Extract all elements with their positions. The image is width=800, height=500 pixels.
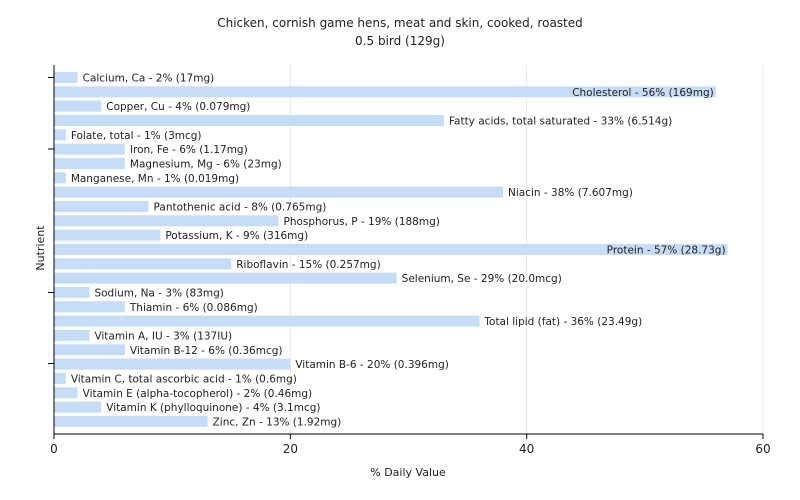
bar-label-5: Iron, Fe - 6% (1.17mg) [130, 144, 248, 156]
y-axis-label: Nutrient [34, 225, 47, 271]
bar-24 [54, 415, 208, 427]
bar-label-19: Vitamin B-12 - 6% (0.36mcg) [130, 345, 283, 357]
bar-16 [54, 301, 125, 313]
bar-label-18: Vitamin A, IU - 3% (137IU) [94, 330, 232, 342]
bar-label-9: Pantothenic acid - 8% (0.765mg) [154, 201, 327, 213]
bar-label-22: Vitamin E (alpha-tocopherol) - 2% (0.46m… [83, 388, 313, 400]
x-tick-label-60: 60 [755, 442, 770, 456]
bar-7 [54, 172, 66, 184]
x-axis-label: % Daily Value [370, 466, 446, 479]
bar-label-14: Selenium, Se - 29% (20.0mcg) [402, 273, 562, 285]
bar-label-17: Total lipid (fat) - 36% (23.49g) [483, 316, 642, 328]
bar-labels: Calcium, Ca - 2% (17mg) Cholesterol - 56%… [71, 73, 726, 429]
bar-12 [54, 243, 728, 255]
bar-label-8: Niacin - 38% (7.607mg) [508, 187, 633, 199]
bar-8 [54, 186, 504, 198]
bars [54, 72, 728, 427]
bar-label-7: Manganese, Mn - 1% (0.019mg) [71, 173, 239, 185]
bar-label-4: Folate, total - 1% (3mcg) [71, 130, 202, 142]
bar-6 [54, 157, 125, 169]
bar-17 [54, 315, 480, 327]
bar-4 [54, 129, 66, 141]
bar-14 [54, 272, 397, 284]
bar-19 [54, 344, 125, 356]
bar-label-15: Sodium, Na - 3% (83mg) [94, 287, 223, 299]
bar-21 [54, 372, 66, 384]
bar-label-11: Potassium, K - 9% (316mg) [165, 230, 308, 242]
bar-label-6: Magnesium, Mg - 6% (23mg) [130, 158, 282, 170]
bar-label-12: Protein - 57% (28.73g) [607, 244, 726, 256]
bar-23 [54, 401, 102, 413]
bar-label-20: Vitamin B-6 - 20% (0.396mg) [295, 359, 449, 371]
bar-22 [54, 387, 78, 399]
axes: 0 20 40 60 [48, 65, 771, 456]
bar-11 [54, 229, 161, 241]
bar-1 [54, 86, 716, 98]
x-tick-label-20: 20 [283, 442, 298, 456]
chart-title: Chicken, cornish game hens, meat and ski… [217, 16, 583, 30]
bar-3 [54, 114, 444, 126]
bar-15 [54, 286, 90, 298]
bar-0 [54, 72, 78, 83]
chart-subtitle: 0.5 bird (129g) [355, 34, 445, 48]
bar-label-16: Thiamin - 6% (0.086mg) [129, 302, 258, 314]
bar-label-21: Vitamin C, total ascorbic acid - 1% (0.6… [71, 373, 297, 385]
bar-label-10: Phosphorus, P - 19% (188mg) [284, 216, 440, 228]
bar-9 [54, 200, 149, 212]
bar-label-23: Vitamin K (phylloquinone) - 4% (3.1mcg) [106, 402, 320, 414]
bar-label-13: Riboflavin - 15% (0.257mg) [236, 259, 380, 271]
bar-label-24: Zinc, Zn - 13% (1.92mg) [213, 416, 342, 428]
x-tick-label-0: 0 [50, 442, 58, 456]
bar-5 [54, 143, 125, 155]
bar-2 [54, 100, 102, 112]
bar-label-1: Cholesterol - 56% (169mg) [572, 87, 714, 99]
bar-10 [54, 215, 279, 227]
bar-label-0: Calcium, Ca - 2% (17mg) [83, 73, 215, 85]
bar-20 [54, 358, 291, 370]
bar-13 [54, 258, 232, 270]
x-tick-label-40: 40 [519, 442, 534, 456]
bar-label-3: Fatty acids, total saturated - 33% (6.51… [449, 115, 672, 127]
bar-18 [54, 329, 90, 341]
bar-label-2: Copper, Cu - 4% (0.079mg) [106, 101, 250, 113]
